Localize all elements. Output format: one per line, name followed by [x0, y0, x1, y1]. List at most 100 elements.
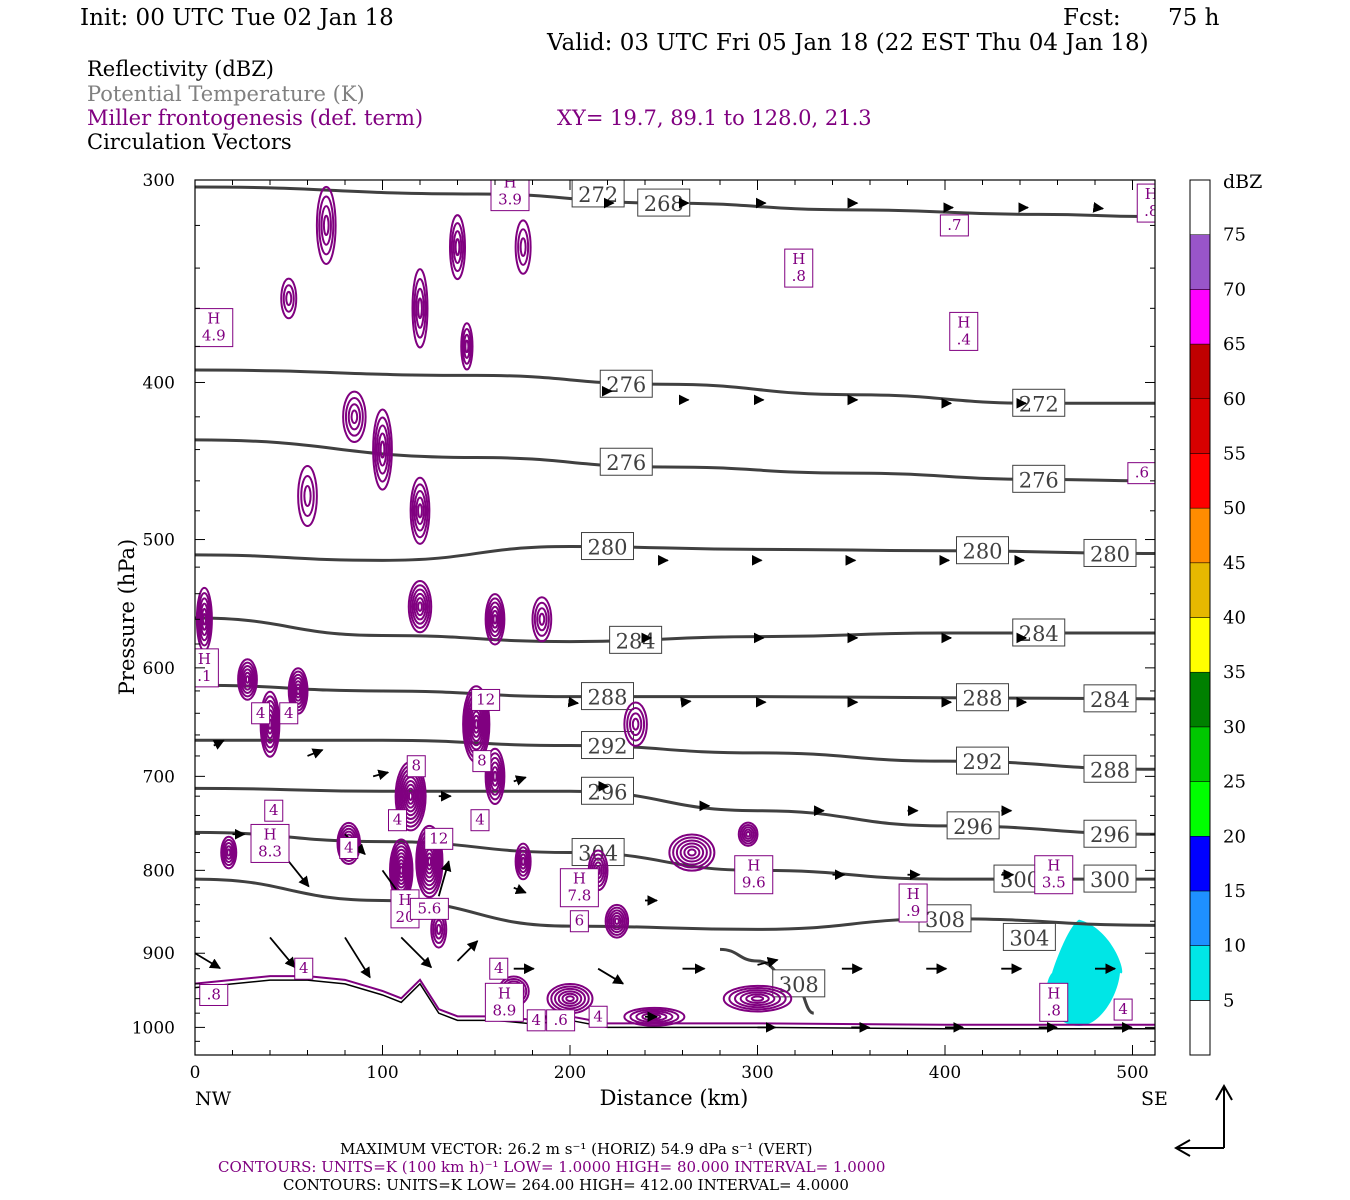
frontogenesis-contour [722, 984, 793, 1013]
colorbar-seg-60 [1189, 343, 1211, 399]
isentrope-308 [195, 185, 1155, 219]
frontogenesis-max-label: 4 [470, 809, 490, 832]
colorbar-seg-30 [1189, 671, 1211, 728]
svg-text:308: 308 [925, 908, 965, 932]
svg-text:5.6: 5.6 [417, 899, 441, 917]
frontogenesis-contour [297, 465, 318, 527]
svg-text:20: 20 [395, 908, 414, 926]
svg-text:H: H [207, 310, 220, 328]
y-tick-label: 500 [143, 531, 175, 551]
svg-text:4: 4 [299, 959, 309, 977]
frontogenesis-max-label: H.9 [898, 883, 928, 923]
colorbar-unit: dBZ [1223, 171, 1262, 193]
svg-text:H: H [747, 857, 760, 875]
svg-text:.4: .4 [957, 330, 971, 348]
svg-text:4: 4 [393, 811, 403, 829]
svg-text:H: H [1145, 185, 1158, 203]
circulation-vector [307, 748, 324, 759]
svg-text:H: H [573, 870, 586, 888]
svg-text:272: 272 [1019, 392, 1059, 416]
isentrope-label: 276 [599, 447, 653, 476]
isentrope-label: 276 [1012, 464, 1066, 493]
frontogenesis-contour [604, 903, 630, 939]
isentrope-label: 292 [581, 731, 634, 760]
frontogenesis-max-label: H3.9 [490, 180, 530, 212]
svg-text:276: 276 [1019, 468, 1059, 492]
colorbar-label: 10 [1223, 936, 1246, 957]
frontogenesis-max-label: H.4 [949, 311, 979, 351]
isentrope-300 [195, 438, 1155, 483]
svg-text:300: 300 [1000, 868, 1040, 892]
circulation-vector [212, 739, 225, 750]
frontogenesis-max-label: H4.9 [195, 308, 234, 348]
footer-contours-fronto: CONTOURS: UNITS=K (100 km h)⁻¹ LOW= 1.00… [218, 1158, 886, 1176]
x-tick-label: 0 [190, 1063, 201, 1083]
svg-text:308: 308 [779, 973, 819, 997]
isentrope-label: 268 [637, 188, 691, 217]
forecast-hour: 75 h [1168, 5, 1220, 31]
colorbar-frame [1189, 179, 1211, 1056]
legend-reflectivity: Reflectivity (dBZ) [87, 57, 275, 81]
circulation-vector [513, 775, 527, 786]
frontogenesis-max-label: 8 [406, 755, 426, 778]
colorbar-seg-75 [1189, 179, 1211, 235]
colorbar-label: 25 [1223, 772, 1246, 793]
isentrope-292 [195, 616, 1155, 644]
isentrope-label: 288 [581, 682, 634, 711]
isentrope-label: 304 [1002, 922, 1056, 951]
svg-text:288: 288 [587, 686, 627, 710]
svg-text:.6: .6 [1135, 464, 1149, 482]
frontogenesis-contour [546, 982, 594, 1015]
colorbar-seg-70 [1189, 234, 1211, 290]
frontogenesis-max-label: 4 [526, 1009, 546, 1032]
circulation-vector [513, 883, 527, 894]
isentrope-label: 276 [599, 369, 653, 398]
svg-text:276: 276 [606, 373, 646, 397]
svg-text:276: 276 [606, 451, 646, 475]
svg-text:4: 4 [344, 838, 354, 856]
frontogenesis-max-label: H8.3 [250, 823, 290, 863]
frontogenesis-contour [237, 658, 258, 701]
svg-text:268: 268 [644, 192, 684, 216]
x-tick-label: 500 [1116, 1063, 1148, 1083]
svg-text:6: 6 [575, 912, 585, 930]
frontogenesis-max-label: H7.8 [559, 868, 599, 908]
valid-time: Valid: 03 UTC Fri 05 Jan 18 (22 EST Thu … [547, 30, 1149, 56]
colorbar-seg-65 [1189, 289, 1211, 345]
svg-text:292: 292 [962, 750, 1002, 774]
frontogenesis-max-label: 4 [339, 836, 359, 859]
isentrope-label: 272 [571, 180, 625, 208]
isentrope-label: 284 [1012, 618, 1066, 647]
frontogenesis-contour [514, 219, 532, 275]
svg-text:H: H [198, 650, 211, 668]
isentrope-label: 280 [956, 536, 1009, 565]
legend-vectors: Circulation Vectors [87, 130, 292, 154]
svg-text:4.9: 4.9 [202, 327, 226, 345]
frontogenesis-contour [484, 747, 506, 806]
frontogenesis-contour [409, 476, 431, 545]
isentrope-label: 280 [581, 532, 634, 561]
colorbar-seg-35 [1189, 617, 1211, 673]
svg-text:H: H [792, 250, 805, 268]
svg-text:12: 12 [476, 690, 495, 708]
svg-text:4: 4 [593, 1007, 603, 1025]
x-axis-label: Distance (km) [600, 1086, 749, 1110]
colorbar-seg-25 [1189, 726, 1211, 782]
isentrope-label: 296 [946, 811, 1000, 840]
y-tick-label: 700 [143, 767, 175, 787]
colorbar-seg-10 [1189, 890, 1211, 946]
isentrope-284 [195, 738, 1155, 771]
svg-text:4: 4 [531, 1011, 541, 1029]
x-left-end: NW [195, 1088, 232, 1110]
svg-text:.8: .8 [1144, 202, 1158, 220]
isentrope-272 [195, 877, 1155, 931]
frontogenesis-max-label: H.8 [1039, 982, 1069, 1022]
svg-text:300: 300 [1090, 868, 1130, 892]
circulation-vector [1092, 202, 1105, 213]
isentrope-label: 292 [956, 746, 1009, 775]
svg-text:9.6: 9.6 [742, 874, 766, 892]
frontogenesis-max-label: 5.6 [409, 897, 449, 920]
x-right-end: SE [1141, 1088, 1168, 1110]
frontogenesis-max-label: 12 [424, 827, 454, 850]
